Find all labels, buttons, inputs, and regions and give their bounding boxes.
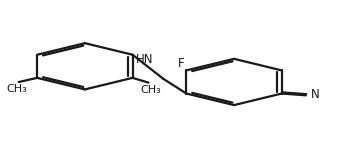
Text: HN: HN (135, 53, 153, 66)
Text: N: N (310, 88, 319, 101)
Text: CH₃: CH₃ (6, 84, 27, 94)
Text: CH₃: CH₃ (140, 85, 161, 95)
Text: F: F (178, 57, 184, 70)
